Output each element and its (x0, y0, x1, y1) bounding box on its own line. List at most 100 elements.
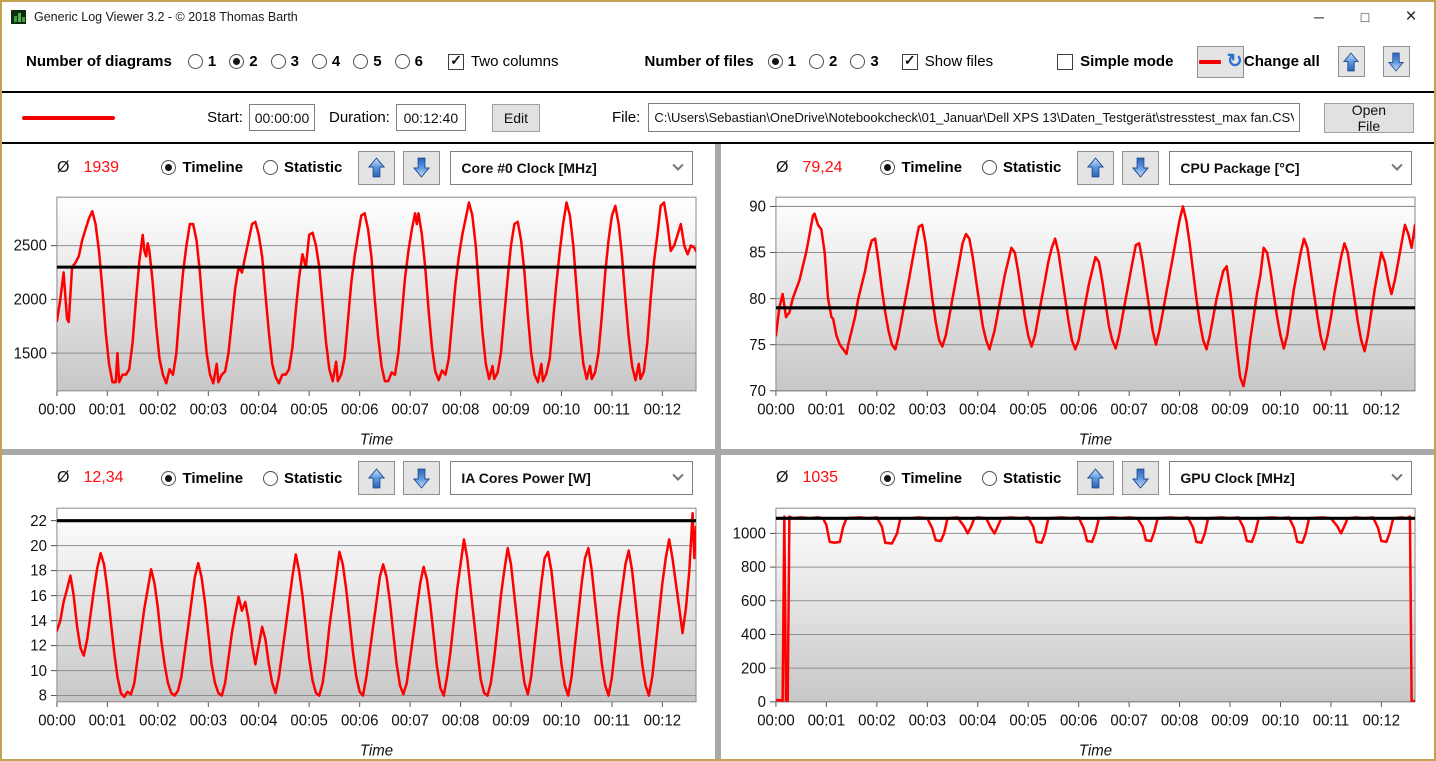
arrow-up-icon (1087, 157, 1105, 178)
diagrams-radio-4[interactable] (311, 54, 327, 69)
two-columns-checkbox[interactable] (447, 53, 464, 70)
svg-text:22: 22 (30, 512, 47, 529)
svg-text:00:09: 00:09 (492, 712, 529, 729)
start-label: Start: (207, 109, 243, 126)
timeline-radio[interactable] (880, 470, 896, 486)
svg-text:00:12: 00:12 (1363, 712, 1400, 729)
average-symbol: Ø (57, 469, 70, 486)
svg-text:Time: Time (1079, 431, 1112, 448)
duration-label: Duration: (328, 109, 390, 126)
svg-text:00:04: 00:04 (240, 712, 278, 729)
start-time-input[interactable] (248, 104, 315, 131)
diagrams-radio-2[interactable] (229, 54, 245, 69)
svg-text:00:09: 00:09 (492, 401, 529, 418)
red-line-sample-icon (1198, 59, 1221, 64)
show-files-checkbox[interactable] (901, 53, 918, 70)
statistic-radio[interactable] (982, 160, 998, 175)
svg-text:00:06: 00:06 (1060, 401, 1097, 418)
channel-select-dropdown[interactable]: Core #0 Clock [MHz] (450, 150, 694, 185)
svg-text:00:08: 00:08 (442, 401, 479, 418)
svg-text:00:10: 00:10 (1262, 712, 1299, 729)
simple-mode-checkbox[interactable] (1057, 53, 1074, 70)
number-of-diagrams-label: Number of diagrams (26, 53, 172, 70)
svg-text:00:07: 00:07 (391, 712, 428, 729)
timeline-radio[interactable] (880, 160, 896, 175)
svg-text:00:09: 00:09 (1211, 401, 1248, 418)
channel-up-button[interactable] (358, 150, 396, 185)
line-style-sync-button[interactable]: ↻ (1197, 45, 1244, 78)
change-all-up-button[interactable] (1337, 46, 1365, 77)
channel-down-button[interactable] (403, 461, 441, 495)
minimize-button[interactable]: ─ (1314, 9, 1324, 25)
svg-text:400: 400 (741, 626, 766, 643)
timeline-chart: 70 75 80 85 90 00:00 00:01 00:02 00:03 00:04 00:05… (749, 196, 1416, 448)
arrow-down-icon (1132, 157, 1150, 178)
channel-down-button[interactable] (403, 150, 441, 185)
arrow-down-icon (1388, 52, 1405, 72)
timeline-label: Timeline (901, 469, 963, 487)
channel-up-button[interactable] (1077, 150, 1115, 185)
svg-text:00:02: 00:02 (858, 401, 895, 418)
files-radio-1[interactable] (767, 54, 783, 69)
statistic-radio[interactable] (263, 470, 279, 486)
svg-text:00:07: 00:07 (391, 401, 428, 418)
panel-header: Ø 12,34 Timeline Statistic IA Cores Powe… (2, 455, 715, 502)
channel-select-dropdown[interactable]: CPU Package [°C] (1169, 150, 1413, 185)
diagrams-radio-1[interactable] (187, 54, 203, 69)
svg-text:00:01: 00:01 (808, 712, 845, 729)
channel-select-dropdown[interactable]: IA Cores Power [W] (450, 461, 694, 495)
close-button[interactable]: × (1405, 6, 1417, 27)
timeline-radio[interactable] (161, 160, 177, 175)
number-of-files-label: Number of files (644, 53, 754, 70)
diagrams-radio-3[interactable] (270, 54, 286, 69)
svg-text:00:00: 00:00 (38, 712, 75, 729)
file-label: File: (611, 109, 641, 126)
files-radio-3[interactable] (850, 54, 866, 69)
file-row: Start: Duration: Edit File: Open File (2, 93, 1434, 144)
channel-down-button[interactable] (1122, 461, 1160, 495)
svg-text:00:03: 00:03 (909, 712, 946, 729)
statistic-radio[interactable] (982, 470, 998, 486)
change-all-down-button[interactable] (1382, 46, 1410, 77)
svg-text:00:06: 00:06 (1060, 712, 1097, 729)
two-columns-group: Two columns (447, 53, 558, 70)
timeline-radio[interactable] (161, 470, 177, 486)
svg-text:00:05: 00:05 (290, 401, 327, 418)
svg-text:00:12: 00:12 (1363, 401, 1400, 418)
diagrams-radio-6[interactable] (394, 54, 410, 69)
svg-text:Time: Time (1079, 742, 1112, 759)
files-radio-3-label: 3 (870, 53, 879, 70)
arrow-down-icon (413, 157, 431, 178)
svg-text:0: 0 (758, 693, 766, 710)
files-radio-2[interactable] (809, 54, 825, 69)
channel-select-dropdown[interactable]: GPU Clock [MHz] (1169, 461, 1413, 495)
diagrams-radio-5[interactable] (353, 54, 369, 69)
svg-text:00:12: 00:12 (644, 712, 681, 729)
maximize-button[interactable]: □ (1360, 9, 1370, 25)
statistic-label: Statistic (284, 469, 343, 487)
simple-mode-label: Simple mode (1080, 53, 1174, 70)
file-path-input[interactable] (648, 103, 1300, 132)
channel-up-button[interactable] (1077, 461, 1115, 495)
open-file-button[interactable]: Open File (1323, 102, 1414, 134)
statistic-radio[interactable] (263, 160, 279, 175)
svg-text:75: 75 (749, 337, 766, 354)
svg-text:800: 800 (741, 559, 766, 576)
average-symbol: Ø (776, 469, 789, 486)
svg-text:00:01: 00:01 (808, 401, 845, 418)
svg-text:00:02: 00:02 (139, 712, 176, 729)
statistic-label: Statistic (1003, 159, 1062, 176)
svg-text:00:11: 00:11 (1313, 712, 1349, 729)
chevron-down-icon (1391, 469, 1404, 481)
channel-down-button[interactable] (1122, 150, 1160, 185)
channel-up-button[interactable] (358, 461, 396, 495)
svg-text:00:00: 00:00 (38, 401, 75, 418)
simple-mode-group: Simple mode (1057, 53, 1173, 70)
panel-cpu-package-temp: Ø 79,24 Timeline Statistic CPU Package [… (721, 144, 1434, 449)
window-title: Generic Log Viewer 3.2 - © 2018 Thomas B… (34, 10, 298, 24)
svg-text:Time: Time (360, 742, 393, 759)
duration-input[interactable] (395, 104, 466, 131)
channel-select-value: CPU Package [°C] (1180, 159, 1300, 176)
edit-button[interactable]: Edit (491, 103, 540, 132)
